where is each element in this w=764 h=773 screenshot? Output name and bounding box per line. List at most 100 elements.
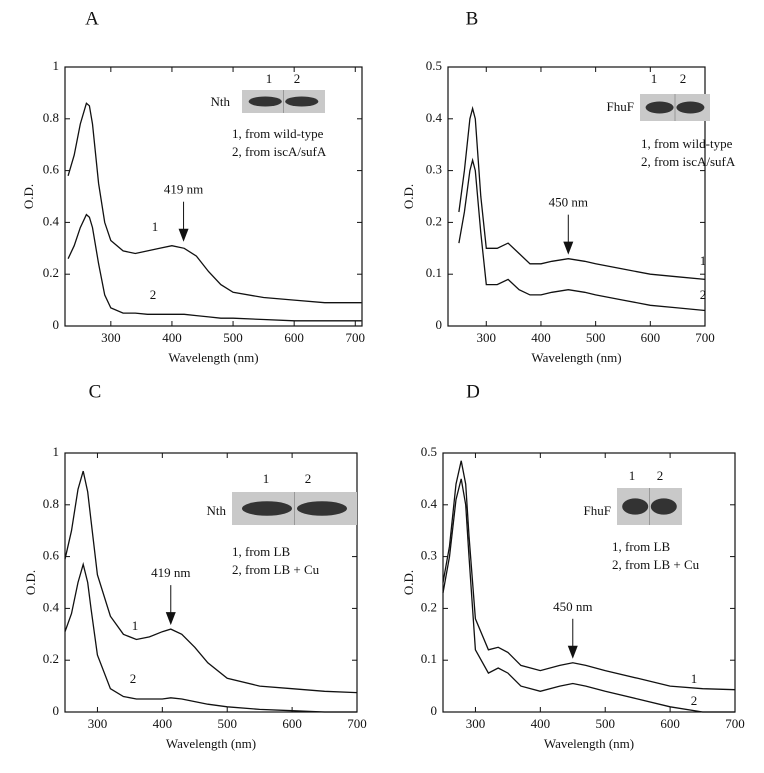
y-axis-title: O.D. [401,184,416,209]
x-axis-title: Wavelength (nm) [531,350,621,365]
annotation-text: 419 nm [164,182,203,197]
x-axis-title: Wavelength (nm) [168,350,258,365]
panel: A 0 0.2 0.4 0.6 0.8 1 300 400 500 600 700 Wavelength… [21,8,365,365]
spectrum-line [442,478,735,713]
curve-label: 2 [130,671,137,686]
inset-legend: 1, from wild-type [641,136,733,151]
plot-frame [447,66,706,327]
y-tick-label: 0 [53,317,60,332]
gel-band [650,498,677,515]
y-tick-label: 0.3 [421,548,437,563]
panel-label: A [85,8,99,29]
x-tick-label: 300 [466,716,486,731]
y-tick-label: 0.2 [43,651,59,666]
arrow-head [178,228,189,242]
x-tick-label: 400 [162,330,182,345]
y-tick-label: 0.4 [421,496,438,511]
protein-label: FhuF [607,99,634,114]
x-tick-label: 700 [695,330,715,345]
annotation-text: 450 nm [553,599,592,614]
x-tick-label: 600 [282,716,302,731]
panel: C 0 0.2 0.4 0.6 0.8 1 300 400 500 600 700 Wavelength… [23,381,367,751]
panel: D 0 0.1 0.2 0.3 0.4 0.5 300 400 500 600 700 Waveleng… [401,381,745,751]
y-tick-label: 0.2 [43,265,59,280]
gel-band [285,96,319,107]
inset-legend: 2, from iscA/sufA [641,154,736,169]
panel-label: B [466,8,479,29]
arrow-head [165,612,176,626]
spectrum-line [67,102,362,304]
gel-band [622,498,649,515]
lane-label: 1 [263,471,270,486]
x-tick-label: 700 [346,330,366,345]
y-tick-label: 0.8 [43,496,59,511]
y-tick-label: 0.4 [43,599,60,614]
x-tick-label: 600 [641,330,661,345]
gel-band [676,101,705,114]
spectrum-line [67,213,362,322]
x-tick-label: 300 [101,330,121,345]
lane-label: 1 [651,71,658,86]
lane-label: 2 [294,71,301,86]
y-tick-label: 0.3 [426,162,442,177]
lane-label: 2 [680,71,687,86]
annotation-text: 419 nm [151,565,190,580]
gel-band [297,501,347,516]
x-tick-label: 700 [725,716,745,731]
x-tick-label: 600 [284,330,304,345]
arrow-head [567,645,578,659]
gel-band [242,501,292,516]
x-tick-label: 500 [586,330,606,345]
panel-label: C [89,381,102,402]
x-tick-label: 500 [595,716,615,731]
curve-label: 1 [152,219,159,234]
lane-label: 1 [266,71,273,86]
x-tick-label: 700 [347,716,367,731]
y-tick-label: 0.4 [43,213,60,228]
y-tick-label: 0.5 [426,58,442,73]
inset-legend: 2, from LB + Cu [232,562,320,577]
y-tick-label: 0.8 [43,110,59,125]
inset-legend: 1, from LB [232,544,290,559]
x-tick-label: 500 [217,716,237,731]
x-tick-label: 400 [531,330,551,345]
gel-band [248,96,282,107]
curve-label: 1 [700,253,707,268]
x-tick-label: 600 [660,716,680,731]
spectrum-line [442,460,736,691]
x-tick-label: 400 [153,716,173,731]
x-tick-label: 300 [88,716,108,731]
lane-label: 2 [305,471,312,486]
spectrum-line [64,470,358,694]
annotation-text: 450 nm [549,195,588,210]
y-tick-label: 1 [53,58,60,73]
protein-label: Nth [211,94,231,109]
y-axis-title: O.D. [23,570,38,595]
y-axis-title: O.D. [21,184,36,209]
panel: B 0 0.1 0.2 0.3 0.4 0.5 300 400 500 600 700 Waveleng… [401,8,736,365]
y-tick-label: 0.4 [426,110,443,125]
curve-label: 1 [691,671,698,686]
x-axis-title: Wavelength (nm) [544,736,634,751]
lane-label: 1 [629,468,636,483]
inset-legend: 1, from LB [612,539,670,554]
inset-legend: 2, from iscA/sufA [232,144,327,159]
curve-label: 2 [700,287,707,302]
gel-band [645,101,674,114]
y-axis-title: O.D. [401,570,416,595]
protein-label: FhuF [584,503,611,518]
x-tick-label: 500 [223,330,243,345]
y-tick-label: 0.5 [421,444,437,459]
protein-label: Nth [207,503,227,518]
y-tick-label: 0 [431,703,438,718]
y-tick-label: 0.1 [426,265,442,280]
curve-label: 1 [132,618,139,633]
curve-label: 2 [691,693,698,708]
y-tick-label: 0.6 [43,162,60,177]
y-tick-label: 0 [53,703,60,718]
curve-label: 2 [150,287,157,302]
plot-frame [64,66,363,327]
plot-frame [64,452,358,713]
y-tick-label: 0.2 [421,599,437,614]
